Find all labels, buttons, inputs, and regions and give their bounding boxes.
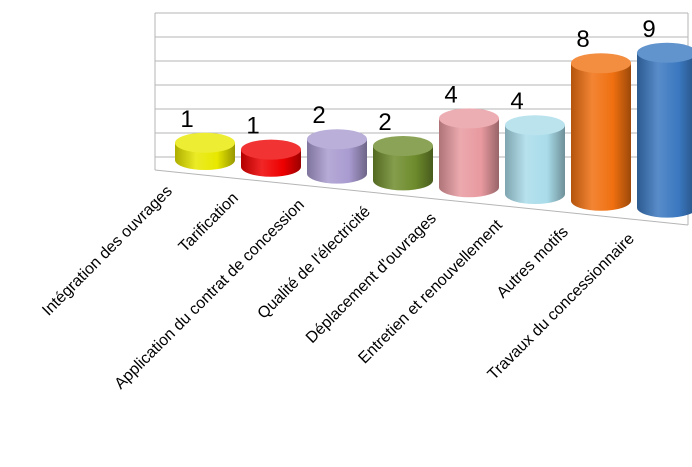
bar-entretien-et-renouvellement-body: [505, 125, 565, 204]
bar-application-du-contrat-de-concession: [307, 129, 367, 184]
data-label: 8: [576, 26, 589, 53]
data-label: 1: [180, 106, 193, 133]
bar-deplacement-d-ouvrages: [439, 108, 500, 198]
bar-entretien-et-renouvellement-top: [505, 115, 565, 136]
bar-tarification: [241, 139, 301, 177]
data-label: 4: [444, 81, 457, 108]
category-label: Entretien et renouvellement: [355, 216, 506, 367]
data-label: 4: [510, 88, 523, 115]
data-label: 9: [642, 16, 655, 43]
floor-front-edge: [154, 169, 689, 226]
chart-category-labels: Intégration des ouvrages TarificationAppl…: [39, 183, 638, 393]
bar-travaux-du-concessionnaire-top: [637, 42, 692, 63]
bar-autres-motifs: [571, 53, 631, 211]
category-label: Travaux du concessionnaire: [485, 230, 638, 383]
category-label: Tarification: [176, 190, 242, 256]
data-label: 2: [312, 102, 325, 129]
category-label: Autres motifs: [494, 224, 572, 302]
data-label: 2: [378, 109, 391, 136]
bar-application-du-contrat-de-concession-body: [307, 139, 367, 184]
category-label: Déplacement d'ouvrages: [303, 210, 440, 347]
bar-autres-motifs-body: [571, 63, 631, 211]
bar-qualite-de-l-electricite: [373, 136, 433, 191]
data-label: 1: [246, 113, 259, 140]
bar-travaux-du-concessionnaire-body: [637, 52, 692, 218]
bar-application-du-contrat-de-concession-top: [307, 129, 367, 150]
bar-entretien-et-renouvellement: [505, 115, 565, 204]
bar-integration-des-ouvrages-top: [175, 132, 235, 153]
chart-gridlines: [154, 12, 689, 226]
bar-travaux-du-concessionnaire: [637, 42, 692, 218]
chart-data-labels: 1 1 2 2 4 4 8 9: [180, 16, 655, 140]
bar-tarification-top: [241, 139, 301, 160]
bar-integration-des-ouvrages: [175, 132, 235, 170]
chart-bars: [175, 42, 692, 218]
category-label: Intégration des ouvrages: [39, 183, 176, 320]
bar-qualite-de-l-electricite-top: [373, 136, 433, 156]
bar-autres-motifs-top: [571, 53, 631, 74]
bar-qualite-de-l-electricite-body: [373, 146, 433, 191]
bar-deplacement-d-ouvrages-body: [439, 118, 500, 198]
bar-deplacement-d-ouvrages-top: [439, 108, 499, 129]
